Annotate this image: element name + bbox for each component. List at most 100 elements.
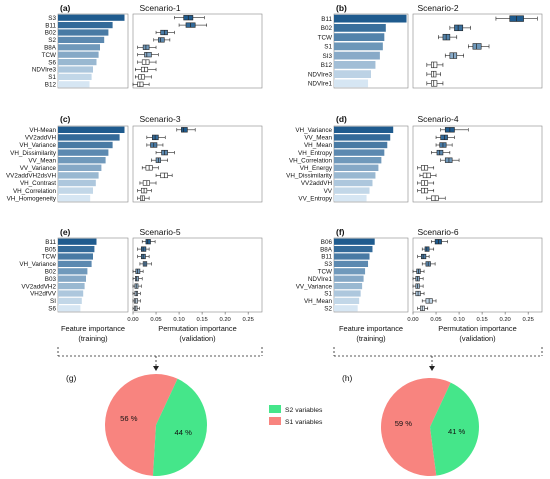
feature-label: S3 [324, 261, 332, 268]
panel-title: Scenario-3 [139, 114, 180, 124]
importance-frame [57, 125, 129, 203]
permutation-axis-label: (validation) [179, 334, 215, 343]
permutation-box [140, 246, 147, 252]
panel-letter: (b) [336, 3, 347, 13]
feature-label: VH2dfVV [30, 291, 57, 298]
panel-letter: (d) [336, 114, 347, 124]
importance-bar [58, 51, 99, 58]
feature-label: B8A [44, 45, 57, 52]
pie-slice [380, 378, 451, 476]
importance-bar [58, 282, 85, 290]
importance-bar [58, 253, 93, 260]
importance-bar [58, 134, 120, 141]
importance-frame [333, 13, 409, 89]
feature-label: B11 [321, 16, 332, 23]
importance-frame [333, 237, 409, 313]
pie-slice [430, 382, 479, 476]
importance-bar [58, 164, 102, 171]
feature-label: B11 [321, 254, 332, 261]
panel-letter: (e) [60, 227, 71, 237]
importance-bar [58, 36, 105, 44]
feature-label: TCW [318, 34, 332, 41]
importance-bar [334, 187, 370, 194]
importance-bar [58, 260, 92, 268]
feature-label: VH_Contrast [20, 180, 56, 187]
permutation-box [431, 80, 438, 87]
feature-label: B02 [45, 30, 57, 37]
x-tick-label: 0.20 [219, 317, 230, 323]
panel-title: Scenario-2 [417, 3, 458, 13]
permutation-box [454, 24, 464, 32]
importance-bar [334, 14, 407, 23]
pie-slice-label: 56 % [120, 414, 138, 423]
importance-bar [58, 290, 84, 297]
feature-label: VV_Mean [304, 135, 332, 142]
feature-label: VH_Variance [19, 261, 56, 268]
feature-label: VV2addVH [301, 180, 333, 187]
importance-bar [334, 260, 369, 268]
importance-bar [334, 238, 375, 245]
feature-label: B03 [45, 276, 57, 283]
importance-bar [58, 126, 125, 133]
panel-2: (b) Scenario-2 B11 B02 TCW S1 SI3 B12 NDVIre3 NDV… [308, 3, 543, 89]
importance-bar [334, 126, 394, 133]
feature-axis-label: Feature importance [339, 324, 403, 333]
legend-label: S1 variables [285, 419, 323, 426]
panel-title: Scenario-1 [139, 3, 180, 13]
feature-label: VH_Mean [304, 142, 332, 149]
importance-bar [334, 290, 361, 297]
permutation-box [144, 52, 152, 58]
feature-label: B05 [45, 246, 57, 253]
feature-label: VH_Variance [19, 142, 56, 149]
permutation-axis-label: Permutation importance [158, 324, 236, 333]
importance-bar [334, 70, 371, 79]
feature-label: B02 [321, 25, 333, 32]
feature-label: VH-Mean [29, 127, 56, 134]
importance-bar [58, 275, 86, 282]
importance-bar [58, 297, 82, 305]
permutation-box [181, 127, 188, 133]
importance-bar [334, 172, 376, 179]
permutation-frame [412, 237, 543, 313]
x-tick-label: 0.00 [127, 317, 138, 323]
importance-bar [58, 195, 91, 202]
feature-label: S1 [48, 74, 56, 81]
feature-label: B12 [45, 82, 57, 89]
feature-label: S6 [48, 306, 56, 313]
feature-label: VH_Variance [295, 127, 332, 134]
importance-bar [58, 141, 113, 149]
importance-bar [334, 245, 373, 253]
x-tick-label: 0.00 [407, 317, 418, 323]
importance-bar [58, 73, 92, 81]
importance-bar [58, 172, 99, 179]
feature-label: VV_Mean [28, 157, 56, 164]
importance-bar [334, 60, 376, 69]
x-tick-label: 0.10 [453, 317, 464, 323]
pie-slice [152, 378, 208, 476]
feature-label: VV_Variance [20, 165, 57, 172]
panel-title: Scenario-5 [139, 227, 180, 237]
importance-bar [334, 33, 385, 42]
permutation-axis-label: Permutation importance [438, 324, 516, 333]
importance-bar [334, 179, 373, 187]
importance-bar [334, 297, 360, 305]
panel-letter: (c) [60, 114, 71, 124]
panel-5: (e) Scenario-5B11B05TCWVH_VarianceB02B03V… [19, 227, 263, 343]
importance-bar [334, 134, 391, 141]
panel-title: Scenario-6 [417, 227, 458, 237]
feature-label: NDVIre3 [32, 67, 57, 74]
importance-bar [58, 21, 113, 29]
importance-bar [334, 149, 385, 156]
importance-frame [57, 13, 129, 89]
importance-bar [334, 164, 379, 171]
importance-frame [57, 237, 129, 313]
feature-label: S3 [48, 15, 56, 22]
pie-letter: (h) [342, 373, 353, 383]
importance-bar [58, 179, 96, 187]
permutation-axis-label: (validation) [459, 334, 495, 343]
feature-label: S1 [324, 291, 332, 298]
feature-label: B11 [45, 22, 56, 29]
permutation-box [158, 37, 165, 43]
feature-label: TCW [42, 254, 56, 261]
permutation-frame [132, 13, 263, 89]
